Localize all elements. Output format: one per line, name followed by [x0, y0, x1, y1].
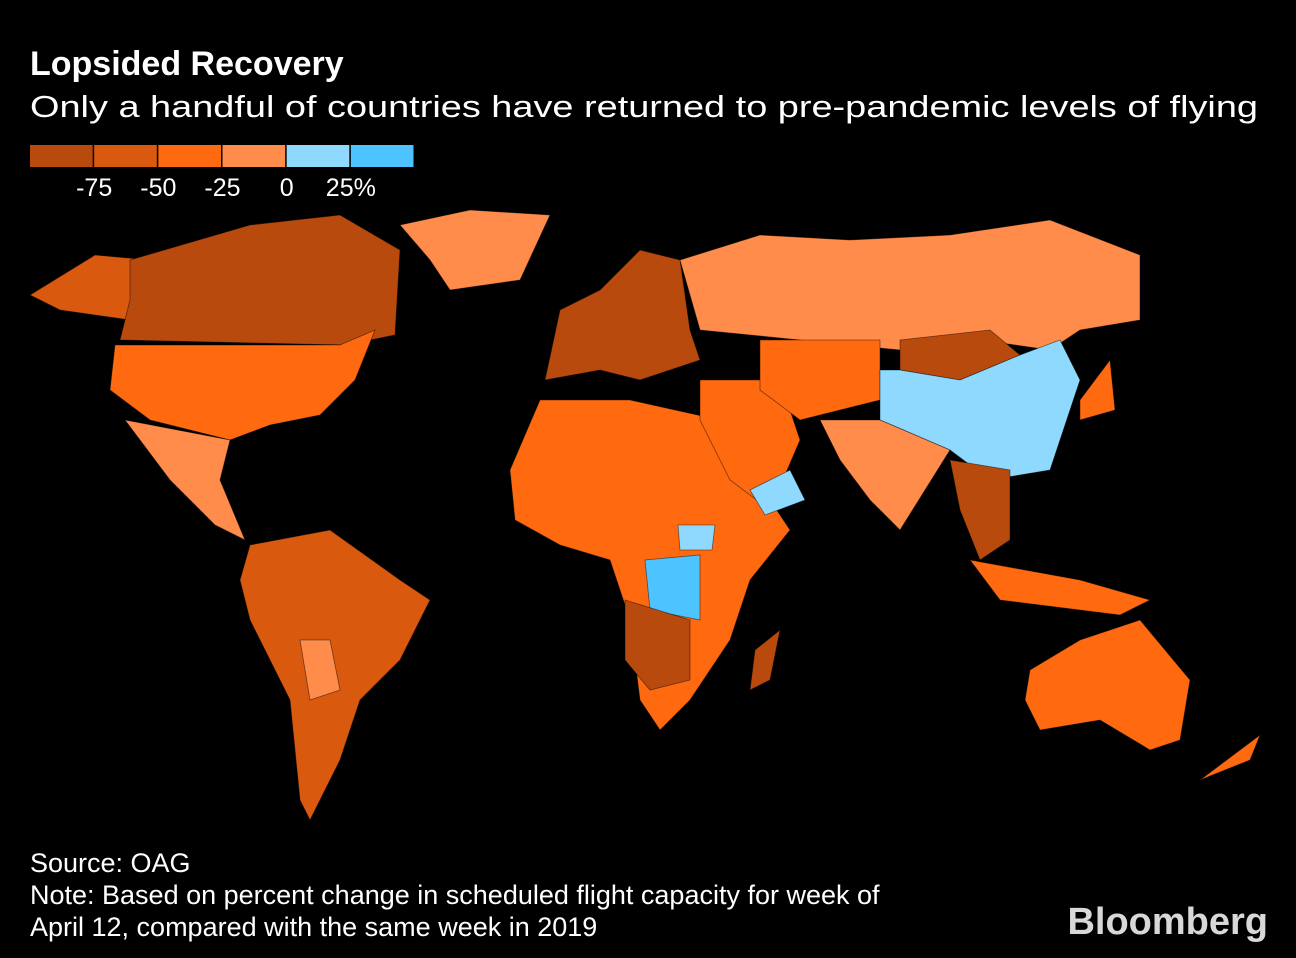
legend: -75 -50 -25 0 25%: [30, 145, 414, 202]
india: [819, 419, 951, 531]
greenland: [399, 209, 551, 291]
logo: Bloomberg: [1067, 901, 1268, 943]
bolivia: [299, 639, 341, 701]
legend-tick-label: 0: [280, 174, 294, 202]
central-america: [124, 419, 246, 541]
madagascar: [749, 629, 781, 691]
central-asia: [759, 339, 881, 421]
legend-swatch: [222, 145, 286, 167]
legend-tick-label: -25: [204, 174, 240, 202]
legend-tick-label: -50: [140, 174, 176, 202]
yemen: [749, 469, 806, 516]
southeast-asia: [949, 459, 1011, 561]
japan: [1079, 358, 1116, 421]
legend-tick-label: -75: [76, 174, 112, 202]
congo: [644, 554, 701, 621]
legend-tick-label: 25%: [326, 174, 376, 202]
indonesia: [969, 559, 1152, 616]
europe: [544, 249, 701, 381]
legend-swatch: [94, 145, 157, 167]
world-map: [29, 209, 1261, 821]
subtitle: Only a handful of countries have returne…: [30, 89, 1258, 124]
russia: [679, 219, 1141, 351]
canada: [119, 214, 401, 346]
legend-swatch: [30, 145, 93, 167]
source: Source: OAG: [30, 848, 191, 878]
legend-swatch: [350, 145, 414, 167]
usa: [109, 329, 376, 441]
note-line: April 12, compared with the same week in…: [30, 912, 597, 942]
south-sudan: [677, 524, 716, 551]
new-zealand: [1199, 733, 1261, 781]
title: Lopsided Recovery: [30, 45, 344, 83]
legend-swatch: [286, 145, 350, 167]
australia: [1024, 619, 1191, 751]
note-line: Note: Based on percent change in schedul…: [30, 880, 880, 910]
southern-africa: [624, 599, 691, 691]
legend-swatch: [158, 145, 221, 167]
